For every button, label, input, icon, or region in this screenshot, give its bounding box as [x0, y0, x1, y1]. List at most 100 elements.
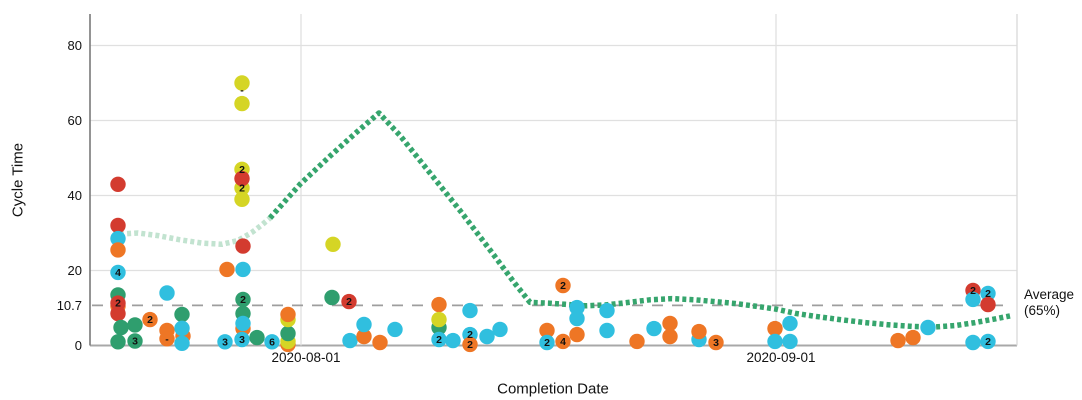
data-point[interactable] — [356, 316, 372, 333]
data-point[interactable] — [767, 320, 783, 337]
data-point[interactable] — [234, 95, 250, 112]
x-axis-title: Completion Date — [497, 380, 609, 398]
count-label: 4 — [560, 336, 566, 348]
x-tick-label: 2020-09-01 — [746, 350, 815, 365]
data-point[interactable] — [965, 334, 981, 351]
data-point[interactable] — [235, 261, 251, 278]
trend-line-light-segment — [119, 215, 272, 248]
data-point[interactable] — [174, 320, 190, 336]
data-point[interactable] — [159, 331, 175, 347]
data-point[interactable] — [372, 334, 388, 351]
data-point[interactable] — [234, 170, 250, 187]
data-point[interactable] — [445, 332, 461, 349]
data-point[interactable] — [965, 291, 981, 308]
y-tick-label: 40 — [68, 188, 82, 203]
data-point[interactable] — [110, 305, 126, 322]
data-point[interactable] — [217, 334, 233, 350]
data-point[interactable] — [767, 333, 783, 350]
data-point[interactable] — [110, 334, 126, 350]
data-point[interactable] — [280, 325, 296, 342]
data-point[interactable] — [431, 331, 447, 348]
data-point[interactable] — [539, 322, 555, 339]
count-label: 2 — [239, 164, 245, 176]
data-point[interactable] — [110, 264, 126, 281]
count-label: 3 — [239, 334, 245, 346]
y-tick-label: 0 — [75, 338, 82, 353]
data-point[interactable] — [599, 302, 615, 319]
data-point[interactable] — [980, 333, 996, 350]
y-tick-label: 20 — [68, 263, 82, 278]
count-label: 2 — [346, 296, 352, 308]
data-point[interactable] — [462, 336, 478, 353]
data-point[interactable] — [174, 306, 190, 323]
data-point[interactable] — [127, 333, 143, 349]
data-point[interactable] — [264, 334, 280, 350]
count-label: - — [240, 85, 244, 97]
x-tick-label: 2020-08-01 — [271, 350, 340, 365]
data-point[interactable] — [356, 328, 372, 345]
count-label: 2 — [985, 288, 991, 300]
count-label: 2 — [240, 294, 246, 306]
data-point[interactable] — [110, 230, 126, 247]
data-point[interactable] — [325, 236, 341, 252]
data-point[interactable] — [219, 261, 235, 278]
data-point[interactable] — [980, 285, 996, 302]
data-point[interactable] — [555, 277, 571, 294]
data-point[interactable] — [324, 289, 340, 306]
data-point[interactable] — [492, 321, 508, 338]
data-point[interactable] — [235, 238, 251, 254]
data-point[interactable] — [110, 242, 126, 258]
data-point[interactable] — [342, 332, 358, 349]
data-point[interactable] — [174, 335, 190, 351]
data-point[interactable] — [646, 320, 662, 337]
count-label: 2 — [544, 337, 550, 349]
data-point[interactable] — [920, 319, 936, 336]
data-point[interactable] — [599, 322, 615, 339]
data-point[interactable] — [110, 176, 126, 192]
data-point[interactable] — [249, 329, 265, 346]
y-axis-title: Cycle Time — [9, 142, 27, 218]
data-point[interactable] — [890, 332, 906, 349]
data-point[interactable] — [235, 315, 251, 332]
trend-line — [267, 110, 1011, 330]
data-point[interactable] — [782, 315, 798, 332]
data-point[interactable] — [708, 334, 724, 351]
data-point[interactable] — [431, 296, 447, 313]
data-point[interactable] — [280, 306, 296, 323]
data-point[interactable] — [387, 321, 403, 338]
data-point[interactable] — [569, 310, 585, 327]
data-point[interactable] — [905, 329, 921, 346]
data-point[interactable] — [234, 75, 250, 91]
count-label: - — [165, 333, 169, 345]
data-point[interactable] — [341, 293, 357, 310]
data-point[interactable] — [234, 191, 250, 207]
count-label: 3 — [713, 337, 719, 349]
data-point[interactable] — [980, 296, 996, 313]
data-point[interactable] — [142, 311, 158, 328]
count-label: 2 — [436, 334, 442, 346]
count-label: 3 — [132, 336, 138, 348]
data-point[interactable] — [569, 326, 585, 343]
count-label: 2 — [467, 339, 473, 351]
data-point[interactable] — [127, 317, 143, 333]
data-point[interactable] — [662, 328, 678, 345]
y-tick-label: 10.7 — [57, 298, 82, 313]
data-point[interactable] — [234, 331, 250, 348]
data-point[interactable] — [539, 334, 555, 351]
data-point[interactable] — [113, 319, 129, 336]
count-label: 4 — [115, 267, 121, 279]
data-point[interactable] — [462, 302, 478, 319]
data-point[interactable] — [159, 285, 175, 301]
data-point[interactable] — [479, 328, 495, 345]
data-point[interactable] — [235, 291, 251, 308]
data-point[interactable] — [629, 333, 645, 350]
data-point[interactable] — [110, 217, 126, 234]
data-point[interactable] — [555, 333, 571, 350]
data-point[interactable] — [662, 315, 678, 332]
data-point[interactable] — [782, 333, 798, 350]
data-point[interactable] — [431, 311, 447, 328]
data-point[interactable] — [691, 323, 707, 340]
data-point[interactable] — [569, 299, 585, 316]
count-label: 2 — [970, 285, 976, 297]
